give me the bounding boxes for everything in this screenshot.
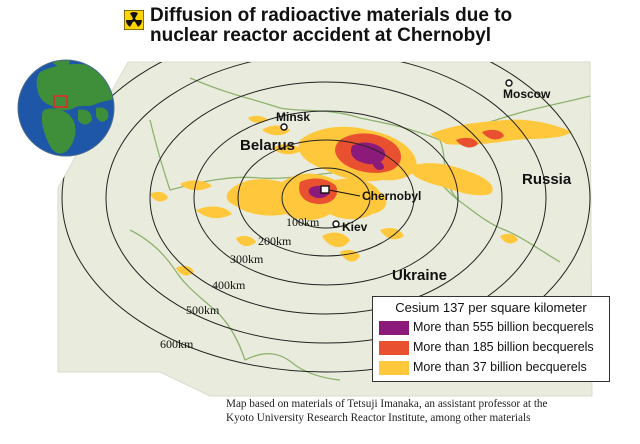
legend-item-555: More than 555 billion becquerels xyxy=(379,319,607,337)
label-kiev: Kiev xyxy=(342,220,368,234)
ring-label-200km: 200km xyxy=(258,234,292,248)
ring-100km xyxy=(281,167,371,229)
globe-outline xyxy=(17,59,115,157)
chernobyl-leader xyxy=(328,189,361,197)
ring-200km xyxy=(237,139,415,257)
label-russia: Russia xyxy=(522,171,572,188)
globe-africa xyxy=(42,108,76,154)
globe-arabia xyxy=(78,109,92,125)
label-ukraine: Ukraine xyxy=(392,267,447,284)
legend-title: Cesium 137 per square kilometer xyxy=(395,300,587,315)
label-chernobyl: Chernobyl xyxy=(362,189,421,203)
border-moldova xyxy=(244,353,341,381)
marker-kiev xyxy=(332,220,340,228)
ring-label-100km: 100km xyxy=(286,215,320,229)
ring-label-300km: 300km xyxy=(230,252,264,266)
border-ukraine-west xyxy=(129,229,246,361)
legend: Cesium 137 per square kilometer More tha… xyxy=(372,296,610,382)
city-markers xyxy=(280,79,513,228)
inset-globe xyxy=(17,59,115,157)
legend-item-185: More than 185 billion becquerels xyxy=(379,339,607,357)
legend-label-185: More than 185 billion becquerels xyxy=(413,340,594,354)
legend-swatch-555 xyxy=(379,321,409,335)
ring-500km xyxy=(105,62,547,344)
ring-label-500km: 500km xyxy=(186,303,220,317)
map-title: Diffusion of radioactive materials due t… xyxy=(150,6,630,46)
legend-label-555: More than 555 billion becquerels xyxy=(413,320,594,334)
label-belarus: Belarus xyxy=(240,137,295,154)
place-labels: Moscow Minsk Belarus Russia Chernobyl Ki… xyxy=(240,87,572,284)
ring-label-600km: 600km xyxy=(160,337,194,351)
marker-moscow xyxy=(505,79,513,87)
border-poland xyxy=(149,119,171,191)
ring-600km xyxy=(61,62,591,373)
legend-label-37: More than 37 billion becquerels xyxy=(413,360,587,374)
map-title-line1: Diffusion of radioactive materials due t… xyxy=(150,5,513,26)
marker-chernobyl xyxy=(320,185,330,194)
legend-swatch-37 xyxy=(379,361,409,375)
globe-india xyxy=(96,107,109,122)
legend-item-37: More than 37 billion becquerels xyxy=(379,359,607,377)
source-credit-line2: Kyoto University Research Reactor Instit… xyxy=(226,411,531,424)
map-title-line2: nuclear reactor accident at Chernobyl xyxy=(150,25,492,46)
ring-400km xyxy=(149,81,503,315)
ring-label-400km: 400km xyxy=(212,278,246,292)
label-moscow: Moscow xyxy=(503,87,551,101)
marker-minsk xyxy=(280,123,288,131)
source-credit-line1: Map based on materials of Tetsuji Imanak… xyxy=(226,398,548,410)
label-minsk: Minsk xyxy=(276,110,310,124)
globe-eurasia xyxy=(36,64,114,111)
globe-scandinavia xyxy=(52,60,70,67)
globe-highlight-box xyxy=(53,95,68,108)
distance-rings xyxy=(61,62,591,373)
legend-swatch-185 xyxy=(379,341,409,355)
ring-labels: 100km 200km 300km 400km 500km 600km xyxy=(160,215,320,351)
source-credit: Map based on materials of Tetsuji Imanak… xyxy=(226,398,636,425)
radiation-icon xyxy=(124,10,144,30)
ring-300km xyxy=(193,110,459,286)
